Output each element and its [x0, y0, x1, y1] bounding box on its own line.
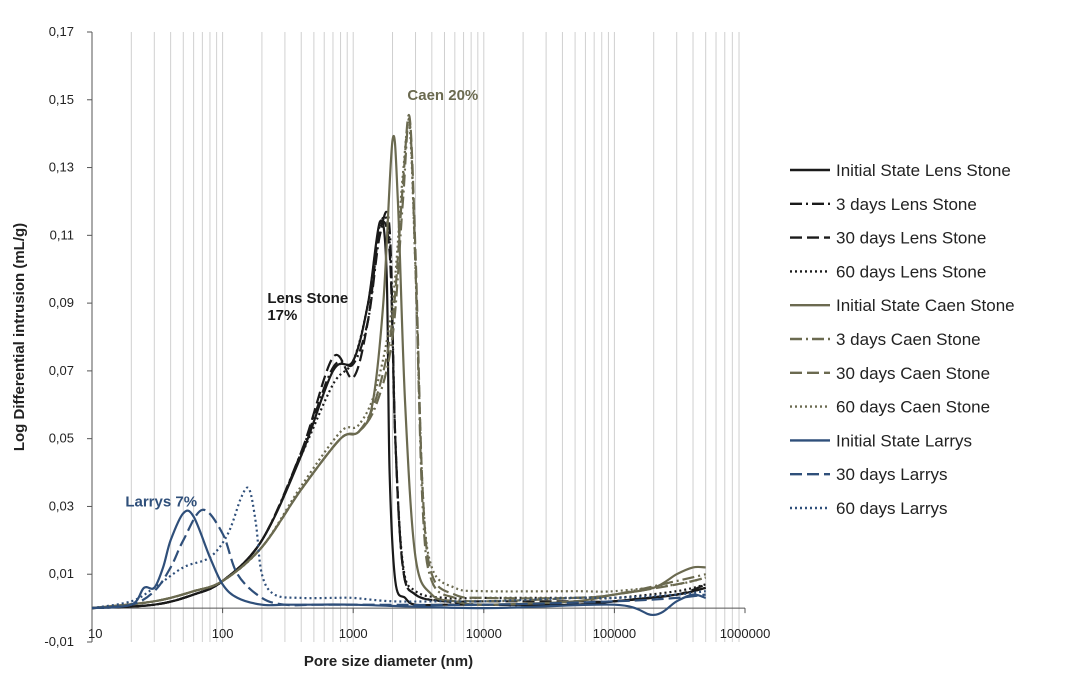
y-tick-label: 0,03 — [49, 498, 74, 513]
annotation-label: Lens Stone — [267, 290, 348, 307]
x-tick-label: 100 — [212, 626, 234, 641]
series-lines — [91, 113, 707, 617]
legend-label: Initial State Caen Stone — [836, 296, 1015, 315]
x-tick-label: 100000 — [593, 626, 636, 641]
series-line — [91, 509, 707, 617]
y-tick-label: 0,05 — [49, 431, 74, 446]
x-tick-label: 1000 — [339, 626, 368, 641]
legend-label: 3 days Caen Stone — [836, 330, 981, 349]
series-line — [91, 219, 706, 610]
y-tick-label: 0,17 — [49, 24, 74, 39]
y-tick-label: 0,09 — [49, 295, 74, 310]
annotation-label: Larrys 7% — [125, 493, 197, 510]
legend-label: 3 days Lens Stone — [836, 195, 977, 214]
legend-label: Initial State Lens Stone — [836, 161, 1011, 180]
annotation-label: Caen 20% — [407, 87, 478, 104]
series-line — [91, 122, 706, 610]
legend-label: 60 days Lens Stone — [836, 262, 986, 281]
legend-label: 30 days Caen Stone — [836, 364, 990, 383]
y-tick-label: 0,07 — [49, 363, 74, 378]
x-tick-label: 10 — [88, 626, 102, 641]
y-tick-label: 0,11 — [50, 227, 74, 242]
series-line — [91, 220, 707, 610]
annotation-label: 17% — [267, 307, 297, 324]
y-tick-label: 0,13 — [49, 160, 74, 175]
x-axis-title: Pore size diameter (nm) — [304, 653, 473, 670]
y-tick-label: 0,15 — [49, 92, 74, 107]
grid-lines — [91, 32, 740, 642]
legend-label: 60 days Larrys — [836, 499, 948, 518]
y-tick-label: 0,01 — [49, 566, 74, 581]
legend: Initial State Lens Stone 3 days Lens Ston… — [790, 161, 1015, 518]
series-line — [91, 508, 706, 610]
y-tick-label: -0,01 — [44, 634, 74, 649]
legend-label: Initial State Larrys — [836, 431, 972, 450]
series-line — [91, 215, 706, 610]
x-tick-label: 10000 — [466, 626, 502, 641]
legend-label: 60 days Caen Stone — [836, 398, 990, 417]
axes: -0,01 0,01 0,03 0,05 0,07 0,09 0,11 0,13 0,15 0,1… — [44, 24, 770, 649]
legend-label: 30 days Lens Stone — [836, 229, 986, 248]
x-tick-label: 1000000 — [720, 626, 771, 641]
legend-label: 30 days Larrys — [836, 465, 948, 484]
y-axis-title: Log Differential intrusion (mL/g) — [11, 223, 28, 451]
